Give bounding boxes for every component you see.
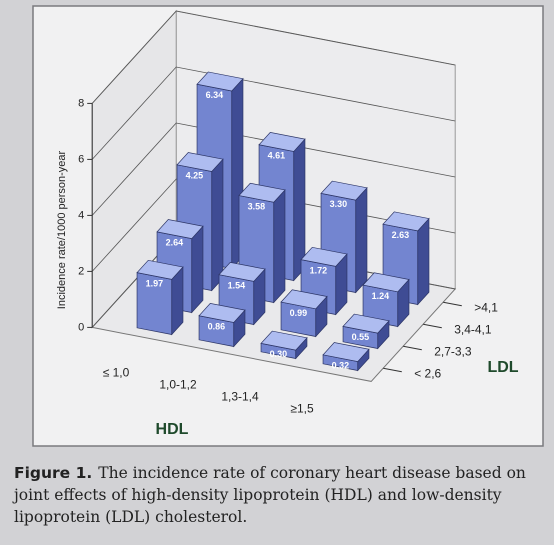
x-tick-label: ≤ 1,0 (103, 366, 130, 380)
y-tick-label: 0 (78, 321, 84, 333)
value-label: 3.30 (330, 199, 348, 209)
value-label: 0.99 (290, 308, 308, 318)
bar-top (382, 211, 430, 232)
bar-side (355, 186, 368, 294)
z-tick (423, 323, 442, 329)
bar (342, 313, 390, 350)
value-label: 4.25 (186, 171, 204, 181)
bar-top (196, 71, 244, 92)
value-label: 0.86 (208, 321, 226, 331)
bar (136, 259, 184, 336)
grid-line (91, 10, 456, 104)
z-tick (443, 301, 462, 307)
value-label: 1.24 (372, 291, 390, 301)
bar (198, 303, 246, 348)
bar-top (258, 132, 306, 152)
bar-top (362, 272, 410, 293)
bar (322, 342, 370, 372)
bar-top (156, 219, 204, 239)
caption-text: The incidence rate of coronary heart dis… (14, 464, 526, 526)
grid-line (91, 66, 456, 160)
x-tick-label: ≥1,5 (290, 402, 314, 416)
caption: Figure 1. The incidence rate of coronary … (14, 462, 544, 528)
bar-top (280, 289, 328, 310)
value-label: 3.58 (248, 201, 266, 211)
bar-top (198, 303, 246, 323)
value-label: 1.97 (146, 278, 164, 288)
value-label: 1.54 (228, 280, 246, 290)
z-tick-label: 3,4-4,1 (454, 322, 492, 336)
z-tick-label: 2,7-3,3 (434, 344, 472, 358)
bar (260, 330, 308, 360)
y-axis-title: Incidence rate/1000 person-year (56, 150, 68, 309)
value-label: 2.64 (166, 238, 184, 248)
bar-top (218, 261, 266, 282)
value-label: 1.72 (310, 265, 328, 275)
value-label: 6.34 (206, 90, 224, 100)
y-tick-label: 2 (78, 265, 84, 277)
value-label: 0.55 (352, 332, 370, 342)
value-label: 0.30 (270, 349, 288, 359)
z-tick (403, 345, 422, 351)
bar-top (300, 246, 348, 267)
bar (280, 289, 328, 338)
bar (362, 272, 410, 328)
bar-side (211, 158, 224, 292)
y-tick-label: 4 (78, 209, 84, 221)
z-tick-label: >4,1 (474, 300, 498, 314)
x-axis-title: HDL (156, 421, 189, 438)
x-tick-label: 1,0-1,2 (159, 378, 197, 392)
bar-side (417, 217, 430, 306)
value-label: 4.61 (268, 150, 286, 160)
bar-side (191, 225, 204, 314)
y-tick-label: 8 (78, 97, 84, 109)
value-label: 0.32 (332, 361, 350, 371)
bar-side (273, 189, 286, 304)
y-tick-label: 6 (78, 153, 84, 165)
chart: Incidence rate/1000 person-year HDL LDL … (32, 5, 544, 447)
bar-top (176, 152, 224, 172)
bar-top (136, 259, 184, 280)
grid-line (91, 122, 456, 216)
bar-top (342, 313, 390, 334)
bar-top (322, 342, 370, 362)
value-label: 2.63 (392, 230, 410, 240)
z-tick-label: < 2,6 (414, 366, 441, 380)
caption-label: Figure 1. (14, 464, 93, 482)
bar-top (320, 180, 368, 201)
bar-top (260, 330, 308, 351)
z-axis-title: LDL (487, 359, 518, 376)
z-tick (383, 367, 402, 373)
bar-top (238, 182, 286, 203)
x-tick-label: 1,3-1,4 (221, 390, 259, 404)
